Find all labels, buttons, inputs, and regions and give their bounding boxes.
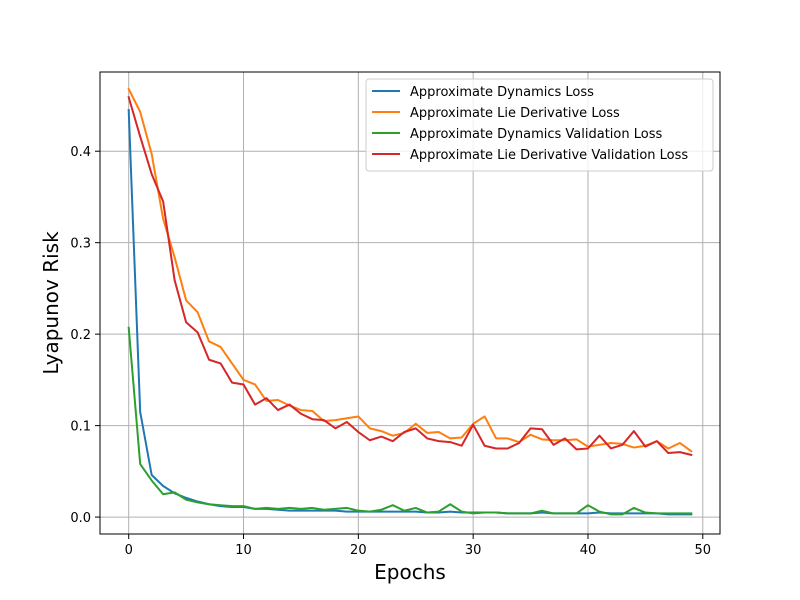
x-tick-label: 20 (350, 543, 367, 558)
y-tick-label: 0.2 (70, 328, 91, 343)
series-line-4 (127, 95, 693, 457)
series-line-2 (127, 87, 693, 453)
legend: Approximate Dynamics Loss Approximate Lie… (365, 78, 714, 172)
y-tick-label: 0.0 (70, 511, 91, 526)
legend-entry: Approximate Lie Derivative Validation Lo… (410, 148, 688, 163)
x-tick-label: 50 (695, 543, 712, 558)
y-tick-label: 0.3 (70, 237, 91, 252)
x-axis-label: Epochs (374, 560, 446, 584)
x-tick-label: 30 (465, 543, 482, 558)
y-tick-label: 0.1 (70, 420, 91, 435)
legend-entry: Approximate Dynamics Validation Loss (410, 127, 662, 142)
x-tick-label: 10 (235, 543, 252, 558)
x-tick-label: 0 (125, 543, 133, 558)
plot-frame (99, 71, 721, 535)
axis-ticks: 0 10 20 30 40 50 0.0 0.1 0.2 0.3 0.4 (70, 145, 711, 558)
series-line-3 (127, 326, 693, 516)
y-axis-label: Lyapunov Risk (39, 231, 63, 375)
legend-box (365, 78, 714, 172)
series-lines (127, 87, 693, 516)
y-tick-label: 0.4 (70, 145, 91, 160)
legend-entry: Approximate Dynamics Loss (410, 85, 594, 100)
x-tick-label: 40 (580, 543, 597, 558)
legend-entry: Approximate Lie Derivative Loss (410, 106, 620, 121)
